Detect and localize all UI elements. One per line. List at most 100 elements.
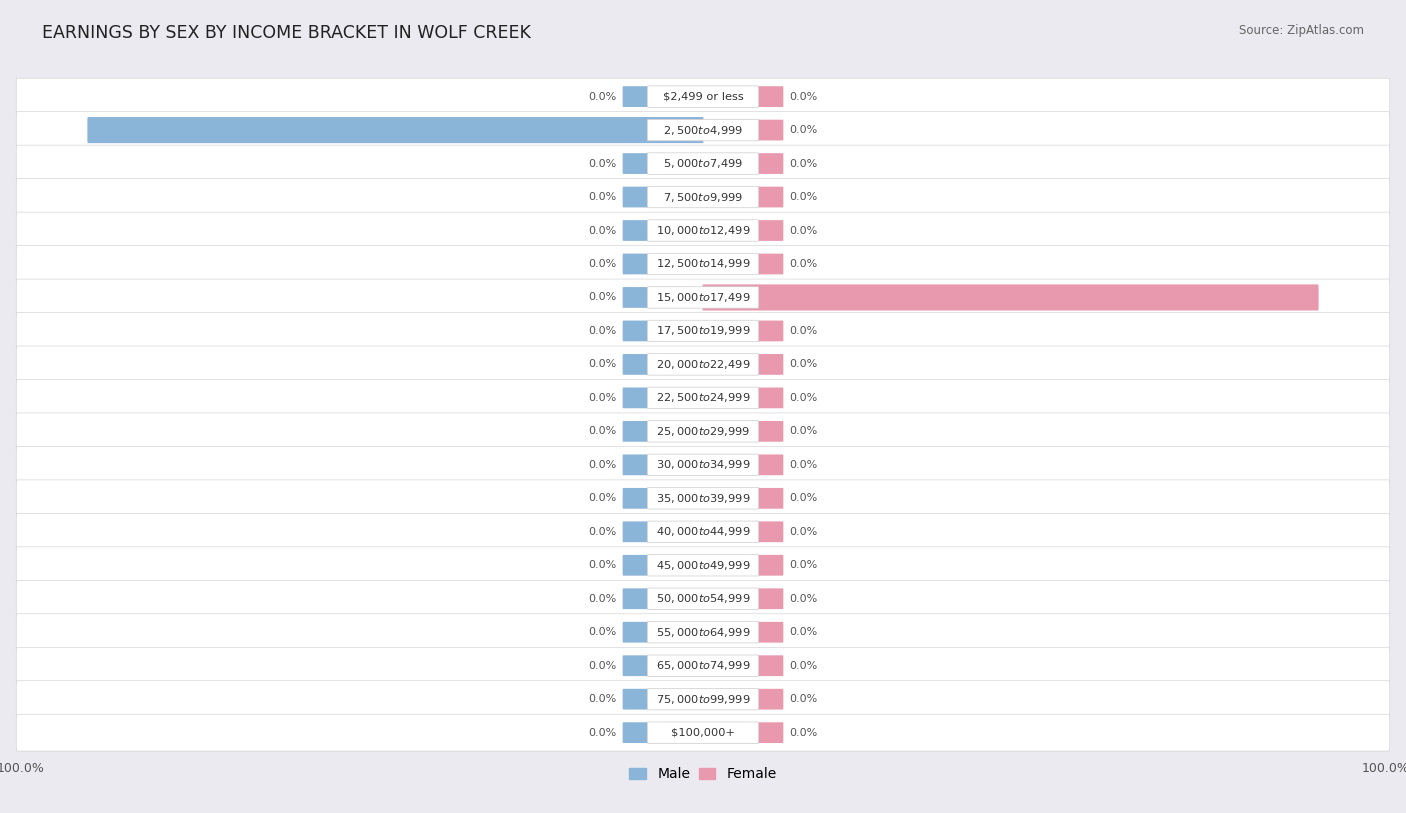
Text: 100.0%: 100.0% — [1337, 293, 1382, 302]
Text: $2,499 or less: $2,499 or less — [662, 92, 744, 102]
Text: 0.0%: 0.0% — [589, 560, 617, 570]
Text: 0.0%: 0.0% — [589, 426, 617, 437]
FancyBboxPatch shape — [647, 254, 759, 275]
Text: 0.0%: 0.0% — [789, 259, 817, 269]
Text: 0.0%: 0.0% — [789, 593, 817, 604]
Text: 0.0%: 0.0% — [789, 326, 817, 336]
Text: 0.0%: 0.0% — [589, 225, 617, 236]
FancyBboxPatch shape — [758, 488, 783, 509]
Text: 0.0%: 0.0% — [589, 159, 617, 168]
Text: 0.0%: 0.0% — [789, 225, 817, 236]
FancyBboxPatch shape — [647, 554, 759, 576]
FancyBboxPatch shape — [623, 320, 648, 341]
FancyBboxPatch shape — [17, 614, 1389, 650]
Text: $40,000 to $44,999: $40,000 to $44,999 — [655, 525, 751, 538]
FancyBboxPatch shape — [758, 120, 783, 141]
FancyBboxPatch shape — [623, 555, 648, 576]
Text: 0.0%: 0.0% — [589, 359, 617, 369]
FancyBboxPatch shape — [17, 547, 1389, 584]
Text: 0.0%: 0.0% — [789, 125, 817, 135]
Text: 0.0%: 0.0% — [589, 493, 617, 503]
Text: $55,000 to $64,999: $55,000 to $64,999 — [655, 626, 751, 639]
FancyBboxPatch shape — [647, 320, 759, 341]
FancyBboxPatch shape — [758, 220, 783, 241]
FancyBboxPatch shape — [647, 287, 759, 308]
Text: 0.0%: 0.0% — [789, 359, 817, 369]
FancyBboxPatch shape — [623, 622, 648, 642]
FancyBboxPatch shape — [703, 285, 1319, 311]
Text: 0.0%: 0.0% — [789, 728, 817, 737]
Text: 0.0%: 0.0% — [789, 159, 817, 168]
FancyBboxPatch shape — [647, 621, 759, 643]
Text: $35,000 to $39,999: $35,000 to $39,999 — [655, 492, 751, 505]
FancyBboxPatch shape — [623, 589, 648, 609]
FancyBboxPatch shape — [17, 513, 1389, 550]
FancyBboxPatch shape — [647, 655, 759, 676]
FancyBboxPatch shape — [647, 689, 759, 710]
Text: $25,000 to $29,999: $25,000 to $29,999 — [655, 425, 751, 438]
Text: $100,000+: $100,000+ — [671, 728, 735, 737]
FancyBboxPatch shape — [647, 86, 759, 107]
FancyBboxPatch shape — [17, 279, 1389, 316]
FancyBboxPatch shape — [758, 388, 783, 408]
FancyBboxPatch shape — [623, 220, 648, 241]
Text: $12,500 to $14,999: $12,500 to $14,999 — [655, 258, 751, 271]
Legend: Male, Female: Male, Female — [624, 762, 782, 787]
FancyBboxPatch shape — [758, 86, 783, 107]
FancyBboxPatch shape — [647, 387, 759, 409]
FancyBboxPatch shape — [17, 246, 1389, 282]
FancyBboxPatch shape — [647, 722, 759, 743]
Text: 0.0%: 0.0% — [789, 192, 817, 202]
FancyBboxPatch shape — [758, 187, 783, 207]
Text: 0.0%: 0.0% — [789, 393, 817, 403]
Text: $50,000 to $54,999: $50,000 to $54,999 — [655, 592, 751, 605]
FancyBboxPatch shape — [17, 480, 1389, 517]
Text: $17,500 to $19,999: $17,500 to $19,999 — [655, 324, 751, 337]
FancyBboxPatch shape — [17, 446, 1389, 483]
Text: $22,500 to $24,999: $22,500 to $24,999 — [655, 391, 751, 404]
Text: EARNINGS BY SEX BY INCOME BRACKET IN WOLF CREEK: EARNINGS BY SEX BY INCOME BRACKET IN WOL… — [42, 24, 531, 42]
FancyBboxPatch shape — [17, 647, 1389, 684]
FancyBboxPatch shape — [647, 454, 759, 476]
FancyBboxPatch shape — [647, 220, 759, 241]
Text: 0.0%: 0.0% — [589, 460, 617, 470]
FancyBboxPatch shape — [623, 421, 648, 441]
Text: $5,000 to $7,499: $5,000 to $7,499 — [664, 157, 742, 170]
FancyBboxPatch shape — [758, 153, 783, 174]
FancyBboxPatch shape — [623, 187, 648, 207]
Text: $7,500 to $9,999: $7,500 to $9,999 — [664, 190, 742, 203]
Text: 0.0%: 0.0% — [789, 694, 817, 704]
FancyBboxPatch shape — [623, 86, 648, 107]
Text: 0.0%: 0.0% — [589, 259, 617, 269]
Text: $2,500 to $4,999: $2,500 to $4,999 — [664, 124, 742, 137]
FancyBboxPatch shape — [17, 212, 1389, 249]
Text: $10,000 to $12,499: $10,000 to $12,499 — [655, 224, 751, 237]
Text: 0.0%: 0.0% — [789, 627, 817, 637]
FancyBboxPatch shape — [87, 117, 703, 143]
FancyBboxPatch shape — [758, 655, 783, 676]
FancyBboxPatch shape — [758, 421, 783, 441]
FancyBboxPatch shape — [623, 388, 648, 408]
FancyBboxPatch shape — [623, 287, 648, 308]
FancyBboxPatch shape — [623, 354, 648, 375]
FancyBboxPatch shape — [623, 254, 648, 274]
FancyBboxPatch shape — [758, 722, 783, 743]
FancyBboxPatch shape — [623, 655, 648, 676]
FancyBboxPatch shape — [17, 78, 1389, 115]
FancyBboxPatch shape — [17, 680, 1389, 718]
FancyBboxPatch shape — [17, 111, 1389, 149]
FancyBboxPatch shape — [647, 488, 759, 509]
FancyBboxPatch shape — [758, 320, 783, 341]
Text: 0.0%: 0.0% — [589, 326, 617, 336]
Text: 0.0%: 0.0% — [789, 460, 817, 470]
Text: Source: ZipAtlas.com: Source: ZipAtlas.com — [1239, 24, 1364, 37]
Text: 0.0%: 0.0% — [789, 527, 817, 537]
Text: $45,000 to $49,999: $45,000 to $49,999 — [655, 559, 751, 572]
FancyBboxPatch shape — [758, 555, 783, 576]
Text: 0.0%: 0.0% — [589, 593, 617, 604]
FancyBboxPatch shape — [623, 689, 648, 710]
FancyBboxPatch shape — [623, 153, 648, 174]
FancyBboxPatch shape — [17, 580, 1389, 617]
FancyBboxPatch shape — [758, 622, 783, 642]
Text: $75,000 to $99,999: $75,000 to $99,999 — [655, 693, 751, 706]
